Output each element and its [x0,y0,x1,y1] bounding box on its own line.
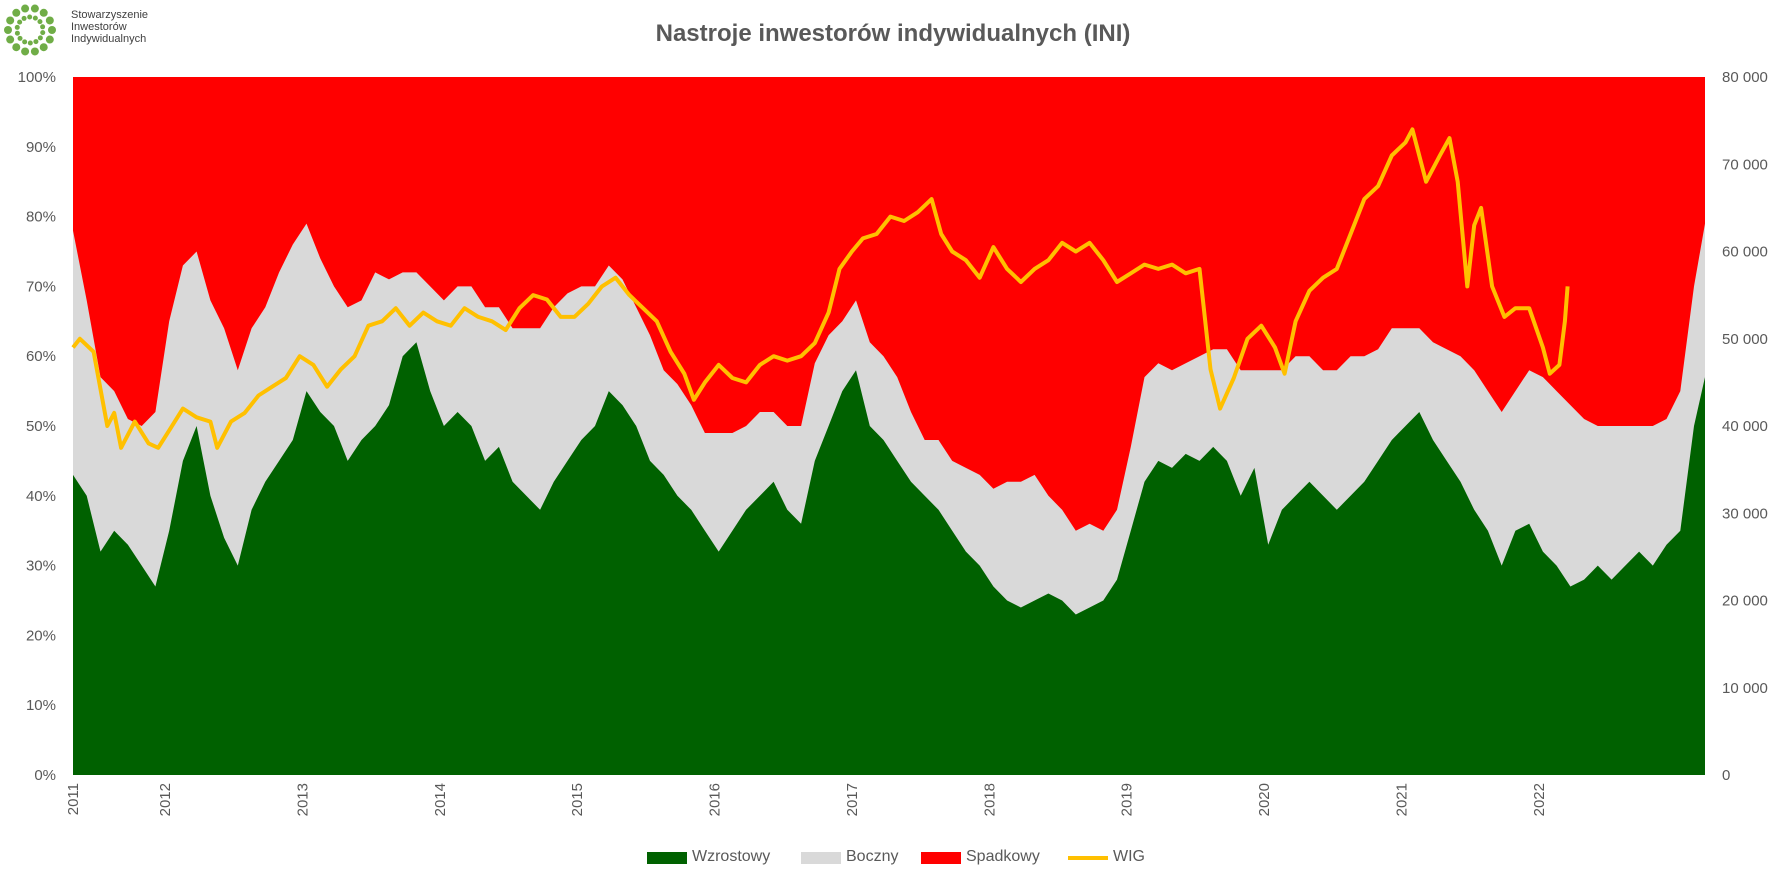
y-right-tick-label: 20 000 [1722,593,1768,610]
y-left-tick-label: 50% [26,418,56,435]
x-tick-label: 2013 [294,783,311,816]
logo-dot [17,19,23,25]
logo-dot [6,16,15,25]
series-wig-line [71,127,1570,450]
y-left-tick-label: 30% [26,558,56,575]
x-tick-label: 2021 [1393,783,1410,816]
logo-dot [39,43,48,52]
legend-swatch [921,852,961,864]
legend-swatch [647,852,687,864]
y-left-tick-label: 20% [26,627,56,644]
logo-dot [14,24,20,30]
logo-dot [4,26,12,34]
logo-dot [27,40,33,46]
logo-dot [40,30,46,36]
x-tick-label: 2016 [707,783,724,816]
legend-swatch [1068,856,1108,860]
logo-dot [21,4,30,13]
x-tick-label: 2022 [1531,783,1548,816]
logo-dot [30,47,39,56]
x-tick-label: 2012 [157,783,174,816]
sentiment-chart: 0% 10% 20% 30% 40% 50% 60% 70% 80% 90% 100% 0 10 000… [18,69,1768,816]
logo-dot [17,35,23,41]
logo-dot [39,8,48,17]
logo-dot [32,15,38,21]
logo-text-line-2: Inwestorów [71,21,127,33]
logo: Stowarzyszenie Inwestorów Indywidualnych [0,0,170,64]
y-right-tick-label: 50 000 [1722,331,1768,348]
logo-text-line-1: Stowarzyszenie [71,9,149,21]
logo-dot [21,47,30,56]
logo-dot [12,43,21,52]
y-left-tick-label: 40% [26,488,56,505]
y-right-tick-label: 30 000 [1722,505,1768,522]
legend-label: Boczny [846,848,899,865]
logo-dot [33,39,39,45]
logo-dot [45,16,54,25]
logo-dot [21,15,27,21]
logo-dot [12,8,21,17]
logo-dot [6,35,15,44]
y-right-tick-label: 60 000 [1722,244,1768,261]
y-left-tick-label: 60% [26,348,56,365]
logo-ring-icon [4,4,56,56]
x-tick-label: 2017 [844,783,861,816]
y-left-tick-label: 100% [18,69,56,86]
logo-dot [14,30,20,36]
y-right-tick-label: 0 [1722,767,1730,784]
series-wzrostowy-area [73,342,1705,775]
y-left-tick-label: 70% [26,278,56,295]
y-left-tick-label: 80% [26,209,56,226]
x-tick-label: 2011 [65,783,82,815]
legend-label: Spadkowy [966,848,1040,865]
y-right-tick-label: 70 000 [1722,156,1768,173]
logo-dot [40,24,46,30]
y-right-tick-label: 40 000 [1722,418,1768,435]
logo-text-line-3: Indywidualnych [71,33,147,45]
logo-dot [22,39,28,45]
chart-title: Nastroje inwestorów indywidualnych (INI) [655,20,1131,47]
y-right-tick-label: 80 000 [1722,69,1768,86]
x-tick-label: 2018 [981,783,998,816]
x-tick-label: 2015 [569,783,586,816]
logo-dot [45,35,54,44]
logo-dot [30,4,39,13]
logo-dot [37,19,43,25]
y-left-tick-label: 90% [26,139,56,156]
logo-dot [37,35,43,41]
x-tick-label: 2019 [1119,783,1136,816]
chart-legend: Wzrostowy Boczny Spadkowy WIG [0,845,1786,869]
x-tick-label: 2014 [432,783,449,816]
logo-dot [48,26,56,34]
logo-dot [27,14,33,20]
y-right-tick-label: 10 000 [1722,680,1768,697]
legend-label: Wzrostowy [692,848,771,865]
y-left-tick-label: 10% [26,697,56,714]
legend-label: WIG [1113,848,1145,865]
y-left-tick-label: 0% [34,767,56,784]
legend-swatch [801,852,841,864]
x-tick-label: 2020 [1256,783,1273,816]
